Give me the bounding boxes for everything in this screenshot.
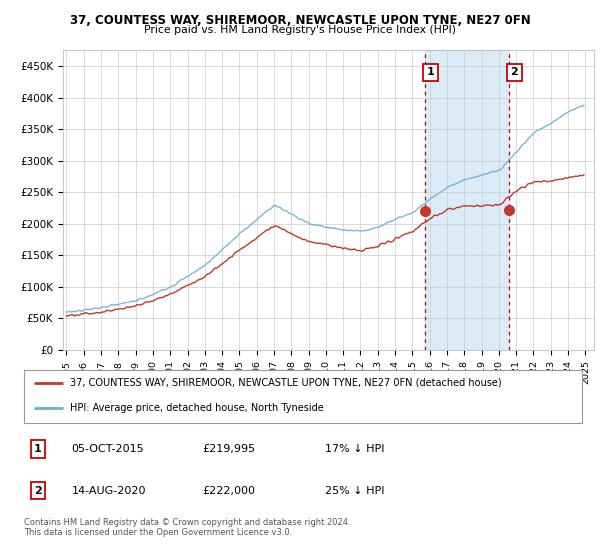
- Text: 14-AUG-2020: 14-AUG-2020: [71, 486, 146, 496]
- Text: 37, COUNTESS WAY, SHIREMOOR, NEWCASTLE UPON TYNE, NE27 0FN: 37, COUNTESS WAY, SHIREMOOR, NEWCASTLE U…: [70, 14, 530, 27]
- Text: Price paid vs. HM Land Registry's House Price Index (HPI): Price paid vs. HM Land Registry's House …: [144, 25, 456, 35]
- Text: Contains HM Land Registry data © Crown copyright and database right 2024.
This d: Contains HM Land Registry data © Crown c…: [24, 518, 350, 538]
- Text: £219,995: £219,995: [203, 444, 256, 454]
- Text: 17% ↓ HPI: 17% ↓ HPI: [325, 444, 385, 454]
- Text: 05-OCT-2015: 05-OCT-2015: [71, 444, 144, 454]
- Text: HPI: Average price, detached house, North Tyneside: HPI: Average price, detached house, Nort…: [70, 403, 323, 413]
- Text: 1: 1: [34, 444, 42, 454]
- Text: 25% ↓ HPI: 25% ↓ HPI: [325, 486, 385, 496]
- Text: 1: 1: [427, 67, 434, 77]
- Bar: [425, 50, 509, 350]
- Text: 2: 2: [34, 486, 42, 496]
- Text: 37, COUNTESS WAY, SHIREMOOR, NEWCASTLE UPON TYNE, NE27 0FN (detached house): 37, COUNTESS WAY, SHIREMOOR, NEWCASTLE U…: [70, 378, 502, 388]
- Text: 2: 2: [511, 67, 518, 77]
- Text: £222,000: £222,000: [203, 486, 256, 496]
